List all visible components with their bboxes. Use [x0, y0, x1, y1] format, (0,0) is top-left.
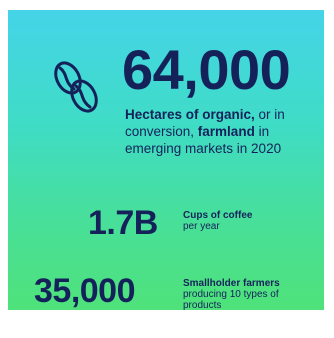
stat-label-cups: Cups of coffee per year: [183, 210, 273, 232]
coffee-beans-icon: [54, 61, 98, 113]
description-text-1: or in conversion,: [125, 107, 285, 139]
hero-description: Hectares of organic, or in conversion, f…: [125, 106, 319, 157]
stat-label-cups-bold: Cups of coffee: [183, 210, 253, 221]
stat-number-farmers: 35,000: [34, 272, 136, 310]
infographic-card: 64,000 Hectares of organic, or in conver…: [8, 10, 324, 311]
stat-label-cups-text: per year: [183, 221, 220, 232]
description-bold-2: farmland: [197, 124, 255, 139]
description-text-2: in emerging markets in 2020: [125, 124, 282, 156]
stat-label-farmers-bold: Smallholder farmers: [183, 278, 280, 289]
description-bold-1: Hectares of organic,: [125, 107, 255, 122]
stat-label-farmers-text: producing 10 types of products: [183, 289, 279, 311]
stat-label-farmers: Smallholder farmers producing 10 types o…: [183, 278, 313, 311]
hero-number: 64,000: [122, 38, 291, 101]
stat-number-cups: 1.7B: [88, 204, 158, 242]
